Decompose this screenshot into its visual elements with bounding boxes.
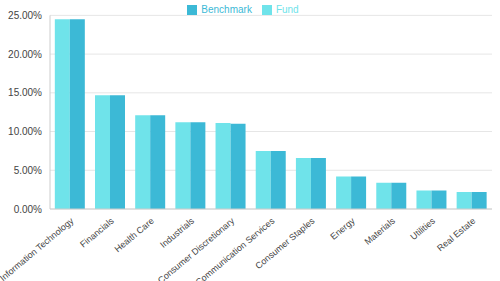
svg-text:0.00%: 0.00%: [14, 204, 42, 215]
svg-text:Utilities: Utilities: [408, 215, 437, 242]
svg-text:25.00%: 25.00%: [8, 10, 42, 21]
html-text:Fund: Fund: [275, 4, 299, 15]
svg-text:Financials: Financials: [78, 215, 116, 249]
svg-text:Consumer Staples: Consumer Staples: [253, 215, 317, 271]
svg-text:Health Care: Health Care: [113, 216, 156, 255]
svg-text:Energy: Energy: [328, 215, 357, 241]
svg-text:Real Estate: Real Estate: [435, 216, 477, 254]
svg-text:15.00%: 15.00%: [8, 87, 42, 98]
svg-text:Materials: Materials: [363, 215, 398, 246]
svg-text:10.00%: 10.00%: [8, 126, 42, 137]
svg-text:Information Technology: Information Technology: [8, 215, 76, 281]
svg-text:5.00%: 5.00%: [14, 165, 42, 176]
html-text:Benchmark: Benchmark: [201, 4, 252, 15]
svg-text:Consumer Discretionary: Consumer Discretionary: [156, 215, 237, 281]
svg-text:Industrials: Industrials: [158, 215, 196, 249]
svg-text:Communication Services: Communication Services: [194, 215, 277, 281]
svg-text:20.00%: 20.00%: [8, 49, 42, 60]
